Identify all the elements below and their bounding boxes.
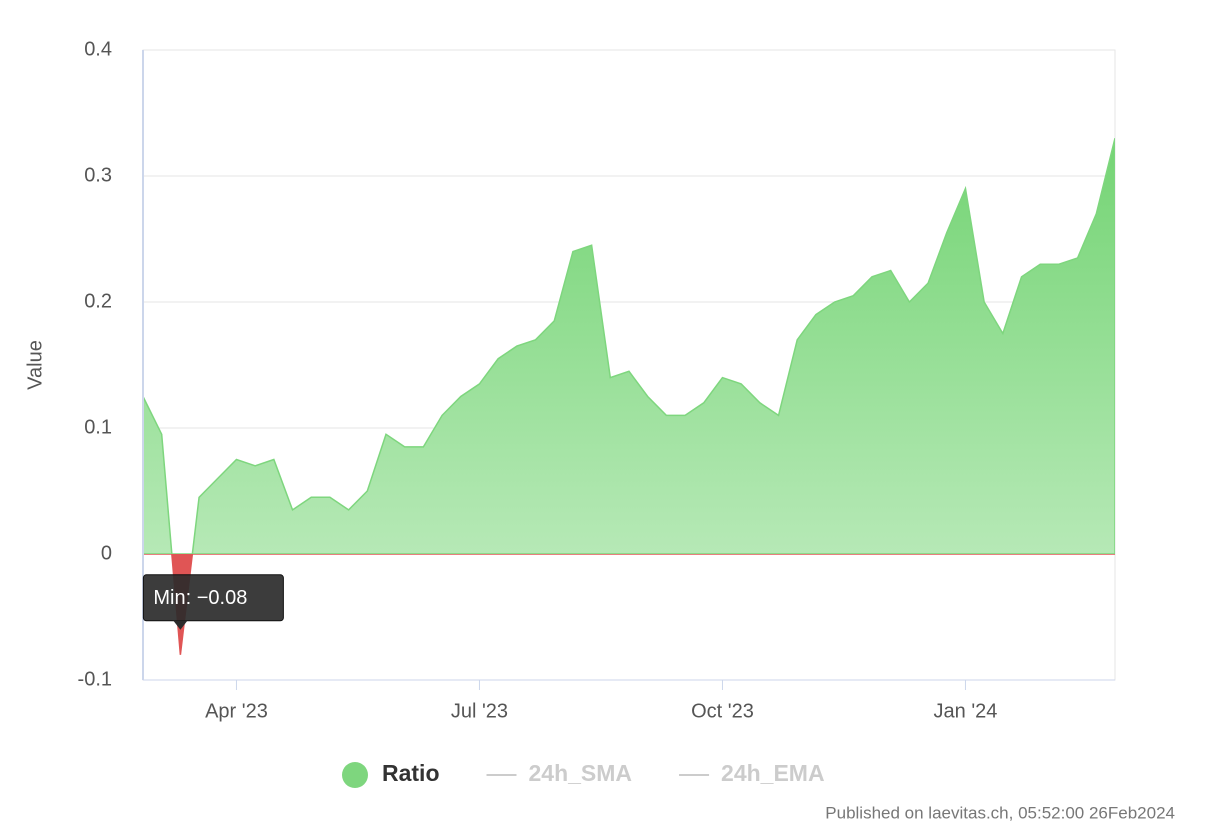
legend-symbol [342, 762, 368, 788]
x-tick-label: Jul '23 [451, 700, 508, 722]
x-tick-label: Jan '24 [934, 700, 998, 722]
legend-label: 24h_SMA [529, 760, 633, 786]
legend-item[interactable]: Ratio [342, 760, 440, 788]
y-tick-label: 0.3 [84, 164, 112, 186]
tooltip-pointer [173, 620, 188, 630]
y-tick-label: 0.1 [84, 416, 112, 438]
footer: Published on laevitas.ch, 05:52:00 26Feb… [825, 803, 1175, 822]
legend-item[interactable]: 24h_EMA [679, 760, 825, 786]
tooltip-box [142, 574, 284, 622]
legend-item[interactable]: 24h_SMA [486, 760, 633, 786]
x-tick-label: Apr '23 [205, 700, 268, 722]
area [143, 138, 1115, 554]
legend-label: Ratio [382, 760, 440, 786]
y-tick-label: 0.2 [84, 290, 112, 312]
y-tick-label: -0.1 [78, 668, 112, 690]
tooltip-text: Min: −0.08 [153, 587, 247, 609]
y-tick-label: 0.4 [84, 38, 112, 60]
y-axis-label: Value [24, 340, 46, 390]
y-tick-label: 0 [101, 542, 112, 564]
legend-label: 24h_EMA [721, 760, 825, 786]
x-tick-label: Oct '23 [691, 700, 754, 722]
